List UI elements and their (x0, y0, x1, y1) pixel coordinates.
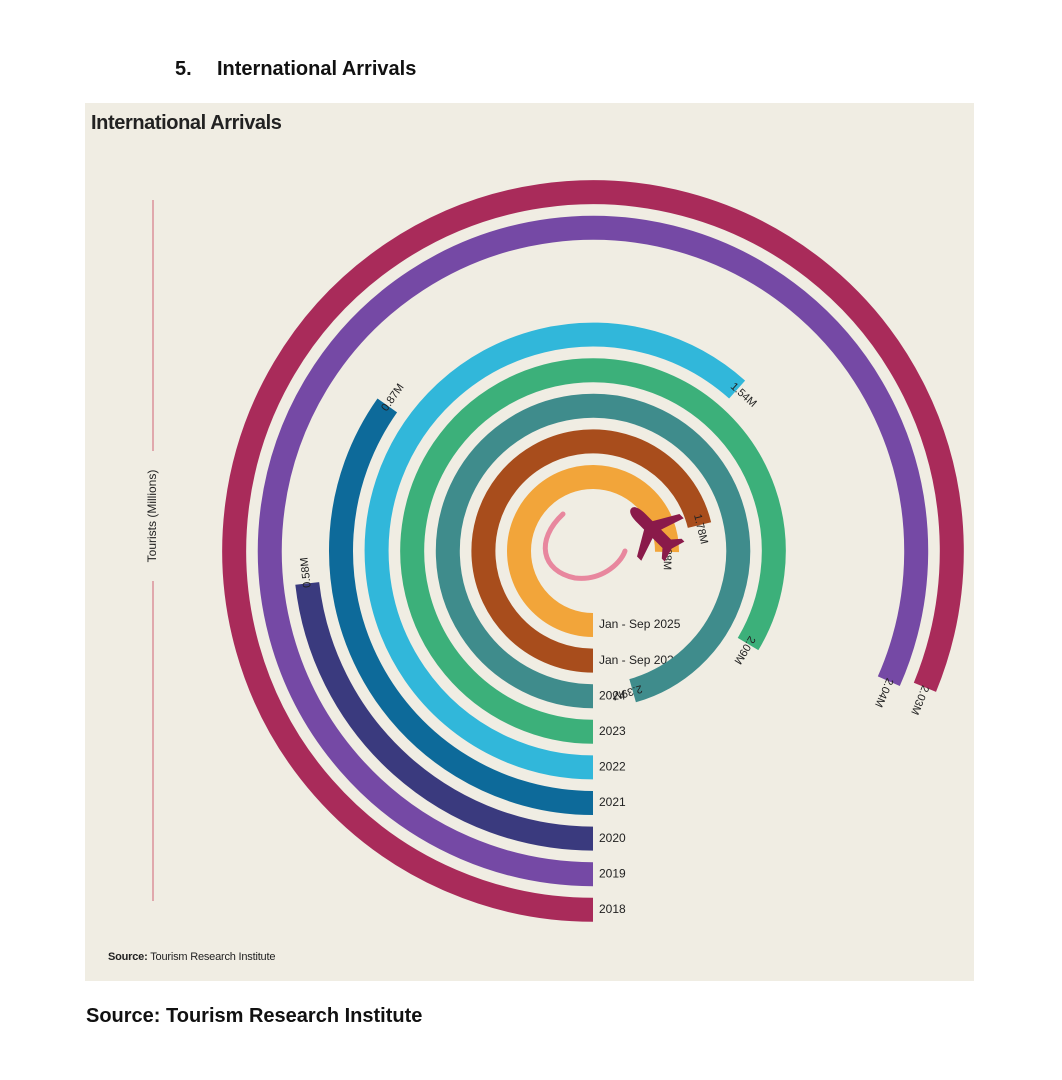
bar-jan-sep-2025 (507, 465, 679, 637)
plane-trail-icon (542, 511, 628, 581)
value-label-2022: 1.54M (728, 381, 759, 410)
bar-2020 (295, 582, 594, 851)
category-label-2023: 2023 (599, 724, 626, 738)
bar-2023 (400, 358, 786, 744)
radial-bar-chart: Tourists (Millions) Jan - Sep 20251.88MJ… (145, 180, 964, 922)
bar-2022 (364, 322, 746, 780)
bar-2024 (435, 393, 751, 709)
panel-source-text: Tourism Research Institute (150, 951, 276, 963)
bars-group: Jan - Sep 20251.88MJan - Sep 20241.78M20… (222, 180, 964, 922)
y-axis-label: Tourists (Millions) (145, 470, 159, 563)
document-source: Source: Tourism Research Institute (86, 1005, 423, 1027)
value-label-2021: 0.87M (379, 382, 406, 414)
chart-title: International Arrivals (91, 112, 282, 134)
chart-panel: International Arrivals Tourists (Million… (85, 103, 974, 981)
category-label-jan-sep-2024: Jan - Sep 2024 (599, 653, 681, 667)
value-label-2018: 2.03M (908, 684, 931, 717)
category-label-2018: 2018 (599, 902, 626, 916)
category-label-2022: 2022 (599, 760, 626, 774)
section-number: 5. (175, 58, 192, 80)
category-label-jan-sep-2025: Jan - Sep 2025 (599, 617, 681, 631)
category-label-2021: 2021 (599, 795, 626, 809)
panel-source-label: Source: (108, 951, 148, 963)
panel-source: Source: Tourism Research Institute (108, 951, 275, 963)
plane-icon (630, 507, 685, 562)
category-label-2020: 2020 (599, 831, 626, 845)
value-label-2023: 2.09M (731, 634, 757, 666)
category-label-2019: 2019 (599, 866, 626, 880)
bar-2018 (222, 180, 964, 922)
value-label-2019: 2.04M (872, 676, 895, 709)
bar-2021 (329, 398, 594, 815)
category-label-2024: 2024 (599, 688, 626, 702)
bar-2019 (257, 215, 929, 887)
section-heading: 5. International Arrivals (175, 58, 416, 81)
bar-jan-sep-2024 (471, 429, 712, 673)
section-title: International Arrivals (217, 58, 417, 80)
value-label-2020: 0.58M (298, 557, 313, 589)
